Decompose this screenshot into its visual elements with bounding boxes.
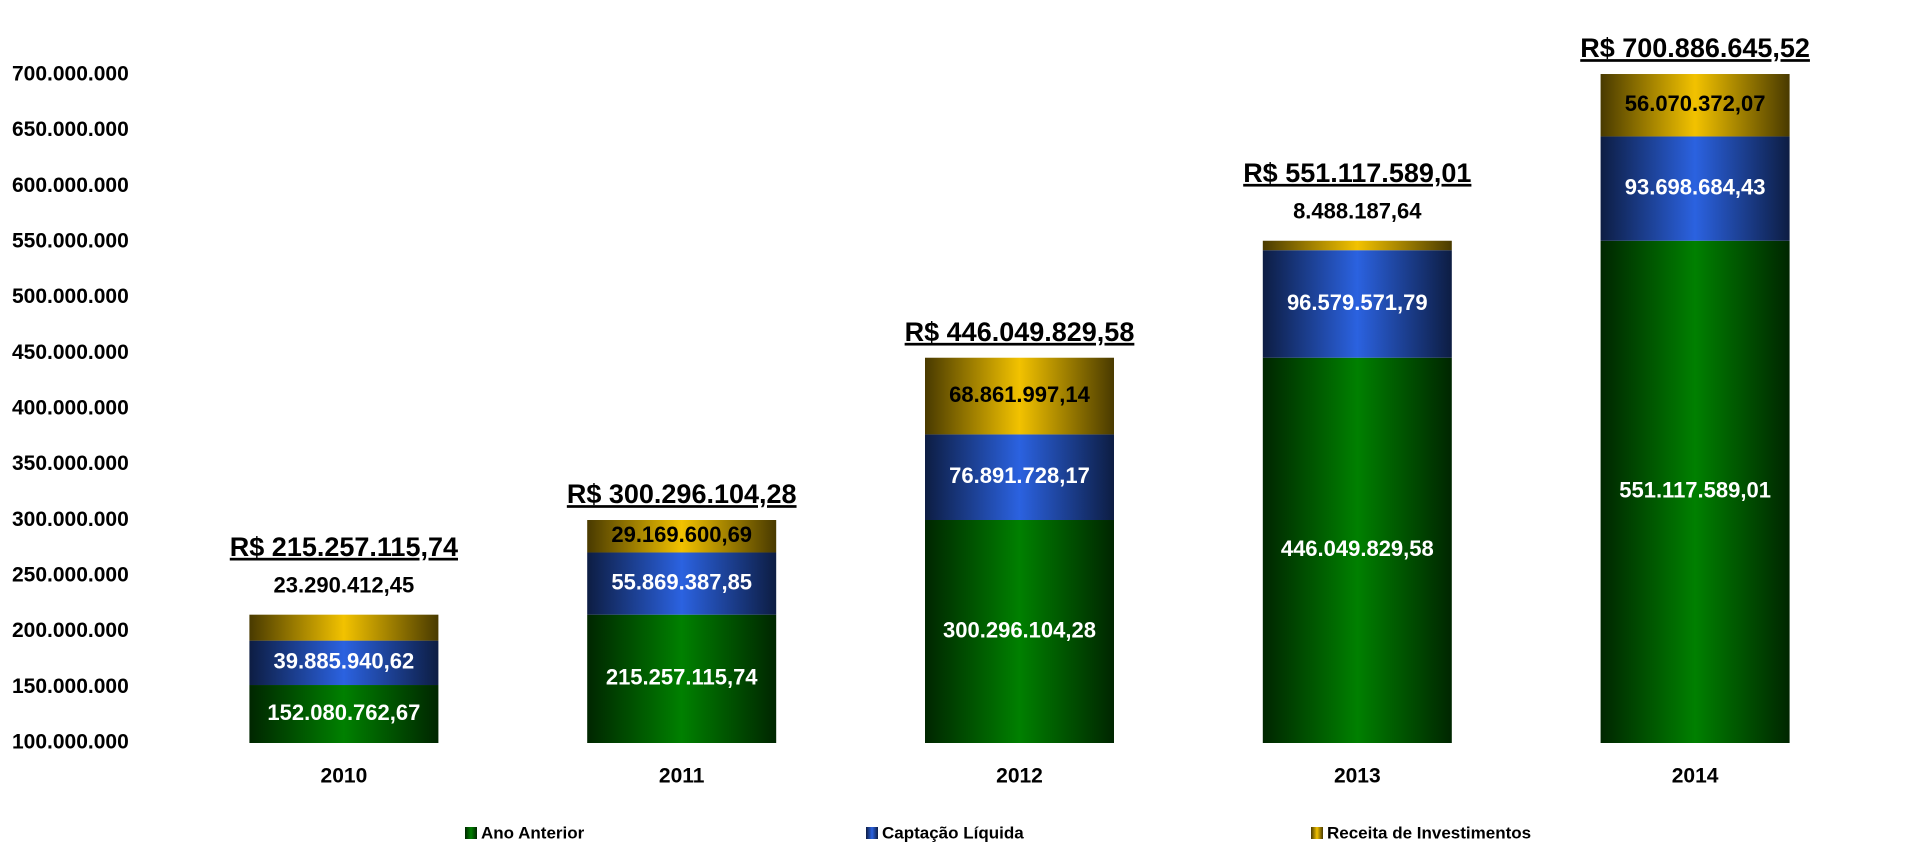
bar-segment: [1600, 136, 1790, 241]
legend-swatch: [866, 827, 878, 839]
x-tick-label: 2012: [996, 765, 1043, 788]
x-tick-label: 2011: [659, 765, 705, 788]
x-tick-label: 2013: [1334, 765, 1381, 788]
x-tick-label: 2010: [321, 765, 368, 788]
data-label: 23.290.412,45: [274, 572, 415, 597]
data-label: 56.070.372,07: [1625, 91, 1766, 116]
total-label: R$ 446.049.829,58: [905, 317, 1135, 347]
bar-segment: [1262, 240, 1452, 251]
bar-segment: [1600, 74, 1790, 137]
data-label: 93.698.684,43: [1625, 174, 1766, 199]
y-tick-label: 250.000.000: [12, 564, 129, 587]
y-tick-label: 300.000.000: [12, 508, 129, 531]
data-label: 215.257.115,74: [606, 665, 758, 690]
y-tick-label: 100.000.000: [12, 731, 129, 754]
y-tick-label: 400.000.000: [12, 397, 129, 420]
bar-segment: [925, 434, 1114, 521]
bar-segment: [925, 520, 1114, 743]
legend-swatch: [1311, 827, 1323, 839]
data-label: 300.296.104,28: [943, 617, 1096, 642]
data-label: 55.869.387,85: [611, 569, 752, 594]
bar-segment: [249, 640, 439, 686]
y-tick-label: 150.000.000: [12, 675, 129, 698]
x-tick-label: 2014: [1672, 765, 1719, 788]
data-label: 96.579.571,79: [1287, 290, 1428, 315]
data-label: 76.891.728,17: [949, 463, 1090, 488]
bar-segment: [1600, 240, 1790, 744]
data-label: 68.861.997,14: [949, 382, 1090, 407]
y-tick-label: 550.000.000: [12, 230, 129, 253]
total-label: R$ 551.117.589,01: [1243, 158, 1471, 188]
bar-segment: [1262, 250, 1452, 358]
bar-segment: [587, 520, 777, 553]
legend-swatch: [465, 827, 477, 839]
y-tick-label: 650.000.000: [12, 118, 129, 141]
legend-label: Ano Anterior: [481, 823, 585, 842]
bar-segment: [587, 552, 777, 615]
data-label: 446.049.829,58: [1281, 536, 1434, 561]
bar-segment: [249, 614, 439, 641]
bar-segment: [587, 614, 777, 743]
total-label: R$ 215.257.115,74: [230, 532, 458, 562]
y-tick-label: 700.000.000: [12, 63, 129, 86]
y-tick-label: 450.000.000: [12, 341, 129, 364]
bar-segment: [925, 357, 1114, 435]
data-label: 551.117.589,01: [1619, 478, 1771, 503]
total-label: R$ 700.886.645,52: [1580, 33, 1810, 63]
data-label: 152.080.762,67: [267, 700, 420, 725]
legend-label: Receita de Investimentos: [1327, 823, 1531, 842]
data-label: 39.885.940,62: [274, 649, 415, 674]
y-tick-label: 350.000.000: [12, 452, 129, 475]
y-tick-label: 200.000.000: [12, 619, 129, 642]
y-tick-label: 600.000.000: [12, 174, 129, 197]
data-label: 8.488.187,64: [1293, 199, 1422, 224]
total-label: R$ 300.296.104,28: [567, 479, 797, 509]
bar-segment: [1262, 357, 1452, 743]
y-tick-label: 500.000.000: [12, 285, 129, 308]
bar-segment: [249, 685, 439, 743]
legend-label: Captação Líquida: [882, 823, 1024, 842]
data-label: 29.169.600,69: [611, 522, 752, 547]
